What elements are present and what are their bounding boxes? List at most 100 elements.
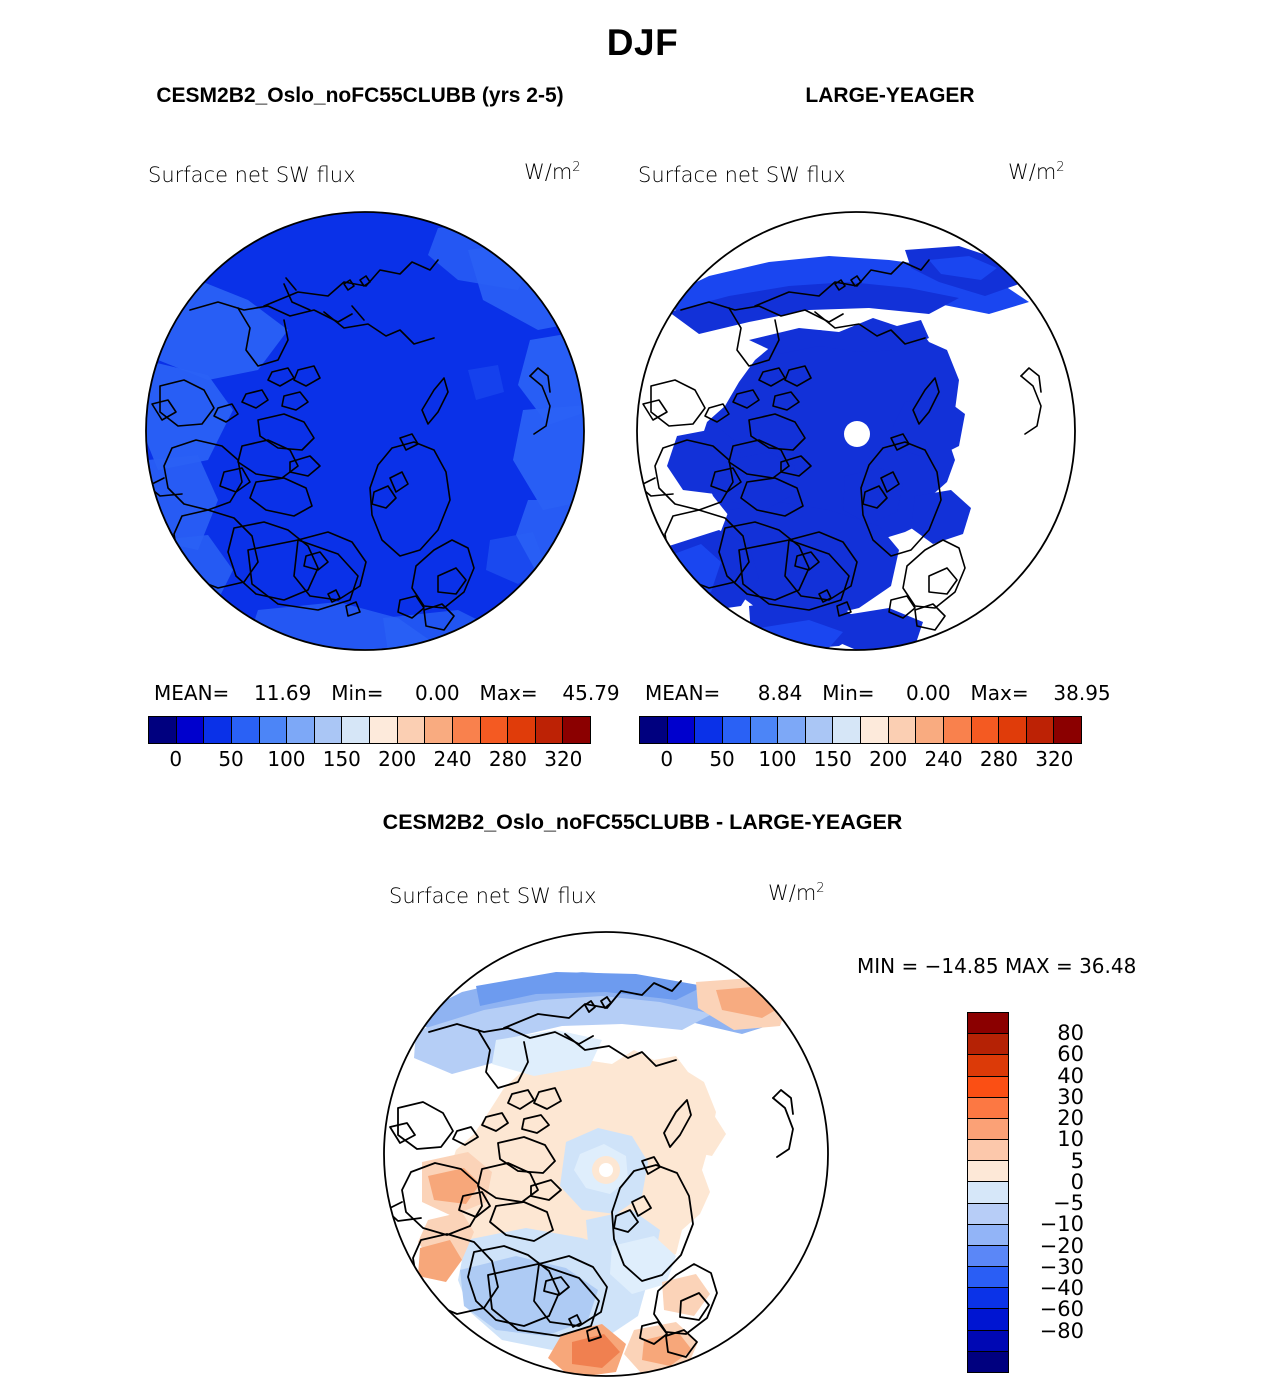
colorbar-segment-5 bbox=[287, 717, 315, 743]
colorbar-segment-2 bbox=[695, 717, 723, 743]
colorbar-segment-14 bbox=[1026, 717, 1055, 743]
stats-max-value: 45.79 bbox=[562, 681, 620, 705]
panel-title-model: CESM2B2_Oslo_noFC55CLUBB (yrs 2-5) bbox=[156, 84, 564, 107]
unit-text: W/m bbox=[768, 881, 817, 905]
colorbar-difference-gradient[interactable] bbox=[967, 1012, 1009, 1373]
colorbar-tick-6: 280 bbox=[488, 747, 528, 771]
field-label-model: Surface net SW flux bbox=[148, 163, 356, 187]
colorbar-segment-8 bbox=[861, 717, 889, 743]
colorbar-tick-2: 100 bbox=[267, 747, 306, 771]
colorbar-observation-gradient[interactable] bbox=[639, 716, 1082, 744]
colorbar-observation-ticks: 0 50 100 150 200 240 280 320 bbox=[639, 747, 1082, 775]
colorbar-difference-tick-13: −60 bbox=[1039, 1297, 1084, 1322]
colorbar-segment-13 bbox=[508, 717, 536, 743]
stats-observation: MEAN= 8.84 Min= 0.00 Max= 38.95 bbox=[645, 681, 1111, 705]
colorbar-segment-3 bbox=[722, 717, 751, 743]
colorbar-difference-tick-6: 5 bbox=[1070, 1148, 1084, 1173]
stats-min-value: 0.00 bbox=[415, 681, 460, 705]
colorbar-difference-tick-9: −10 bbox=[1039, 1212, 1084, 1237]
colorbar-segment-12 bbox=[480, 717, 509, 743]
colorbar-difference-tick-0: 80 bbox=[1057, 1021, 1084, 1046]
colorbar-difference-segment-1 bbox=[968, 1034, 1008, 1056]
colorbar-segment-1 bbox=[176, 717, 205, 743]
colorbar-difference-segment-11 bbox=[968, 1245, 1008, 1268]
panel-title-difference: CESM2B2_Oslo_noFC55CLUBB - LARGE-YEAGER bbox=[382, 810, 903, 834]
colorbar-difference-tick-3: 30 bbox=[1057, 1084, 1084, 1109]
colorbar-difference-tick-4: 20 bbox=[1057, 1106, 1084, 1131]
stats-model: MEAN= 11.69 Min= 0.00 Max= 45.79 bbox=[154, 681, 620, 705]
figure-title: DJF bbox=[606, 22, 679, 63]
minmax-difference: MIN = −14.85 MAX = 36.48 bbox=[857, 954, 1137, 978]
colorbar-segment-9 bbox=[397, 717, 426, 743]
stats-mean-key: MEAN= bbox=[645, 681, 721, 705]
colorbar-observation[interactable]: 0 50 100 150 200 240 280 320 bbox=[639, 716, 1082, 775]
map-observation bbox=[629, 210, 1083, 652]
panel-title-observation: LARGE-YEAGER bbox=[805, 84, 975, 107]
colorbar-segment-12 bbox=[971, 717, 1000, 743]
colorbar-segment-6 bbox=[805, 717, 834, 743]
colorbar-model-ticks: 0 50 100 150 200 240 280 320 bbox=[148, 747, 591, 775]
colorbar-segment-13 bbox=[999, 717, 1027, 743]
colorbar-segment-0 bbox=[640, 717, 668, 743]
colorbar-difference-segment-2 bbox=[968, 1055, 1008, 1077]
colorbar-difference-ticks: 80 60 40 30 20 10 5 0 −5 −10 −20 −30 −40 −60 −80 bbox=[1012, 1012, 1132, 1373]
colorbar-tick-0: 0 bbox=[660, 747, 674, 771]
colorbar-difference-segment-3 bbox=[968, 1076, 1008, 1098]
field-label-observation: Surface net SW flux bbox=[638, 163, 846, 187]
stats-min-key: Min= bbox=[331, 681, 384, 705]
colorbar-tick-4: 200 bbox=[869, 747, 908, 771]
stats-mean-key: MEAN= bbox=[154, 681, 230, 705]
colorbar-segment-4 bbox=[259, 717, 288, 743]
colorbar-tick-0: 0 bbox=[169, 747, 183, 771]
unit-text: W/m bbox=[524, 160, 573, 184]
colorbar-difference-segment-4 bbox=[968, 1097, 1008, 1119]
colorbar-tick-2: 100 bbox=[758, 747, 797, 771]
colorbar-difference-tick-12: −40 bbox=[1039, 1276, 1084, 1301]
stats-min-key: Min= bbox=[822, 681, 875, 705]
unit-exponent: 2 bbox=[816, 881, 825, 896]
unit-label-difference: W/m2 bbox=[768, 881, 825, 905]
colorbar-tick-6: 280 bbox=[979, 747, 1019, 771]
unit-exponent: 2 bbox=[572, 160, 581, 175]
colorbar-segment-14 bbox=[535, 717, 564, 743]
colorbar-model-gradient[interactable] bbox=[148, 716, 591, 744]
colorbar-segment-4 bbox=[750, 717, 779, 743]
colorbar-segment-0 bbox=[149, 717, 177, 743]
colorbar-difference-segment-7 bbox=[968, 1161, 1008, 1183]
colorbar-difference-segment-5 bbox=[968, 1118, 1008, 1141]
colorbar-difference[interactable] bbox=[967, 1012, 1009, 1373]
colorbar-difference-segment-12 bbox=[968, 1267, 1008, 1289]
colorbar-tick-3: 150 bbox=[322, 747, 361, 771]
colorbar-difference-tick-8: −5 bbox=[1053, 1191, 1084, 1216]
colorbar-difference-segment-9 bbox=[968, 1203, 1008, 1225]
colorbar-difference-tick-2: 40 bbox=[1057, 1063, 1084, 1088]
colorbar-difference-segment-8 bbox=[968, 1182, 1008, 1204]
map-difference bbox=[376, 930, 836, 1378]
colorbar-segment-11 bbox=[943, 717, 972, 743]
colorbar-tick-5: 240 bbox=[924, 747, 963, 771]
colorbar-segment-7 bbox=[342, 717, 370, 743]
colorbar-segment-2 bbox=[204, 717, 232, 743]
colorbar-segment-6 bbox=[314, 717, 343, 743]
colorbar-difference-segment-0 bbox=[968, 1013, 1008, 1035]
unit-label-model: W/m2 bbox=[524, 160, 581, 184]
colorbar-tick-7: 320 bbox=[1035, 747, 1074, 771]
colorbar-tick-1: 50 bbox=[709, 747, 735, 771]
unit-exponent: 2 bbox=[1056, 160, 1065, 175]
colorbar-tick-7: 320 bbox=[544, 747, 583, 771]
stats-max-value: 38.95 bbox=[1053, 681, 1111, 705]
colorbar-segment-11 bbox=[452, 717, 481, 743]
colorbar-difference-tick-11: −30 bbox=[1039, 1254, 1084, 1279]
colorbar-difference-tick-7: 0 bbox=[1070, 1169, 1084, 1194]
colorbar-segment-10 bbox=[425, 717, 453, 743]
colorbar-difference-tick-14: −80 bbox=[1039, 1318, 1084, 1343]
colorbar-segment-9 bbox=[888, 717, 917, 743]
stats-mean-value: 8.84 bbox=[757, 681, 803, 705]
colorbar-model[interactable]: 0 50 100 150 200 240 280 320 bbox=[148, 716, 591, 775]
colorbar-segment-1 bbox=[667, 717, 696, 743]
colorbar-tick-5: 240 bbox=[433, 747, 472, 771]
colorbar-segment-3 bbox=[231, 717, 260, 743]
colorbar-difference-segment-6 bbox=[968, 1140, 1008, 1162]
colorbar-difference-segment-13 bbox=[968, 1288, 1008, 1310]
colorbar-difference-tick-5: 10 bbox=[1057, 1127, 1084, 1152]
